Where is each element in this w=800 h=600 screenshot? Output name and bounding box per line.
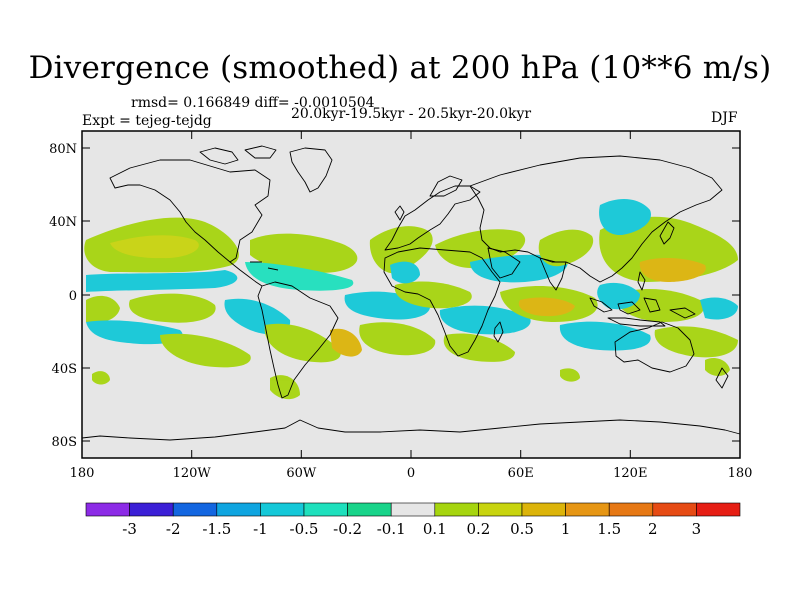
field-band xyxy=(129,293,216,323)
field-band xyxy=(359,322,436,356)
coastline-antarctica xyxy=(81,419,741,441)
x-tick-label: 60W xyxy=(286,466,317,481)
stats-line: rmsd= 0.166849 diff= -0.0010504 xyxy=(131,95,375,111)
coastline-greenland xyxy=(289,147,333,193)
field-band xyxy=(160,333,251,368)
field-band xyxy=(654,326,738,358)
colorbar-box xyxy=(260,502,305,517)
coastline-philippines xyxy=(637,271,646,291)
colorbar-label: 3 xyxy=(692,520,702,538)
x-tick-label: 120W xyxy=(173,466,212,481)
x-tick-label: 120E xyxy=(613,466,647,481)
colorbar-box xyxy=(216,502,261,517)
colorbar-box xyxy=(696,502,741,517)
field-band xyxy=(518,297,575,317)
coastline-indonesia xyxy=(589,297,696,327)
y-tick-label: 80S xyxy=(52,435,77,450)
field-band xyxy=(369,226,433,274)
experiment-line: Expt = tejeg-tejdg xyxy=(82,113,212,129)
field-band xyxy=(86,320,183,345)
field-band xyxy=(264,323,341,363)
colorbar-label: 0.2 xyxy=(466,520,490,538)
x-axis xyxy=(81,131,741,458)
colorbar-label: 2 xyxy=(648,520,658,538)
colorbar-label: 1 xyxy=(561,520,571,538)
colorbar-box xyxy=(303,502,348,517)
coastline-north-america xyxy=(109,159,271,263)
y-tick-label: 40S xyxy=(52,362,77,377)
colorbar-label: 0.5 xyxy=(510,520,534,538)
colorbar-label: 0.1 xyxy=(423,520,447,538)
coastlines xyxy=(81,145,741,441)
colorbar: -3 -2 -1.5 -1 -0.5 -0.2 -0.1 0.1 0.2 0.5 1 1.5 2 3 xyxy=(85,502,741,538)
y-tick-label: 40N xyxy=(49,215,77,230)
colorbar-label: -0.1 xyxy=(377,520,406,538)
y-tick-label: 80N xyxy=(49,142,77,157)
colorbar-label: -0.5 xyxy=(290,520,319,538)
divergence-field xyxy=(84,198,738,400)
field-band xyxy=(599,198,651,236)
colorbar-box xyxy=(478,502,523,517)
field-band xyxy=(390,261,420,284)
field-band xyxy=(86,270,238,292)
field-band xyxy=(439,305,531,335)
colorbar-box xyxy=(390,502,436,517)
field-band xyxy=(538,229,594,267)
coastline-arctic-islands xyxy=(199,145,277,165)
colorbar-box xyxy=(652,502,697,517)
field-band xyxy=(700,297,738,320)
x-tick-label: 0 xyxy=(407,466,415,481)
colorbar-box xyxy=(85,502,130,517)
x-tick-label: 60E xyxy=(508,466,534,481)
coastline-scandinavia xyxy=(429,175,463,197)
coastline-arabia xyxy=(487,247,521,279)
colorbar-label: -1.5 xyxy=(202,520,231,538)
coastline-japan xyxy=(659,221,675,245)
colorbar-label: -1 xyxy=(253,520,268,538)
colorbar-box xyxy=(347,502,392,517)
coastline-central-america xyxy=(229,261,263,287)
field-band xyxy=(639,258,706,282)
coastline-new-zealand xyxy=(715,367,729,389)
colorbar-label: 1.5 xyxy=(597,520,621,538)
field-band xyxy=(110,235,199,259)
field-band xyxy=(394,281,472,309)
field-band xyxy=(92,371,110,385)
coastline-australia xyxy=(614,321,695,373)
season-label: DJF xyxy=(711,110,738,126)
coastline-madagascar xyxy=(493,321,504,343)
x-tick-label: 180 xyxy=(728,466,753,481)
colorbar-label: -2 xyxy=(166,520,181,538)
coastline-india xyxy=(539,257,567,291)
colorbar-label: -3 xyxy=(122,520,137,538)
colorbar-box xyxy=(434,502,479,517)
field-band xyxy=(330,328,362,357)
x-tick-label: 180 xyxy=(70,466,95,481)
colorbar-box xyxy=(608,502,654,517)
colorbar-box xyxy=(172,502,218,517)
colorbar-box xyxy=(129,502,174,517)
field-band xyxy=(86,295,120,323)
map-title: Divergence (smoothed) at 200 hPa (10**6 … xyxy=(28,50,772,86)
coastline-south-america xyxy=(257,281,339,399)
coastline-britain xyxy=(394,205,405,221)
colorbar-box xyxy=(565,502,610,517)
field-band xyxy=(250,233,358,274)
field-band xyxy=(560,368,580,382)
field-band xyxy=(705,358,730,376)
colorbar-box xyxy=(521,502,566,517)
coastline-europe xyxy=(384,185,481,251)
coastline-caribbean xyxy=(250,261,279,271)
y-tick-label: 0 xyxy=(69,289,77,304)
map-plot-area xyxy=(81,130,741,459)
y-axis xyxy=(82,147,740,442)
period-line: 20.0kyr-19.5kyr - 20.5kyr-20.0kyr xyxy=(291,106,532,122)
coastline-africa xyxy=(383,247,501,357)
colorbar-label: -0.2 xyxy=(333,520,362,538)
field-band xyxy=(559,321,651,351)
